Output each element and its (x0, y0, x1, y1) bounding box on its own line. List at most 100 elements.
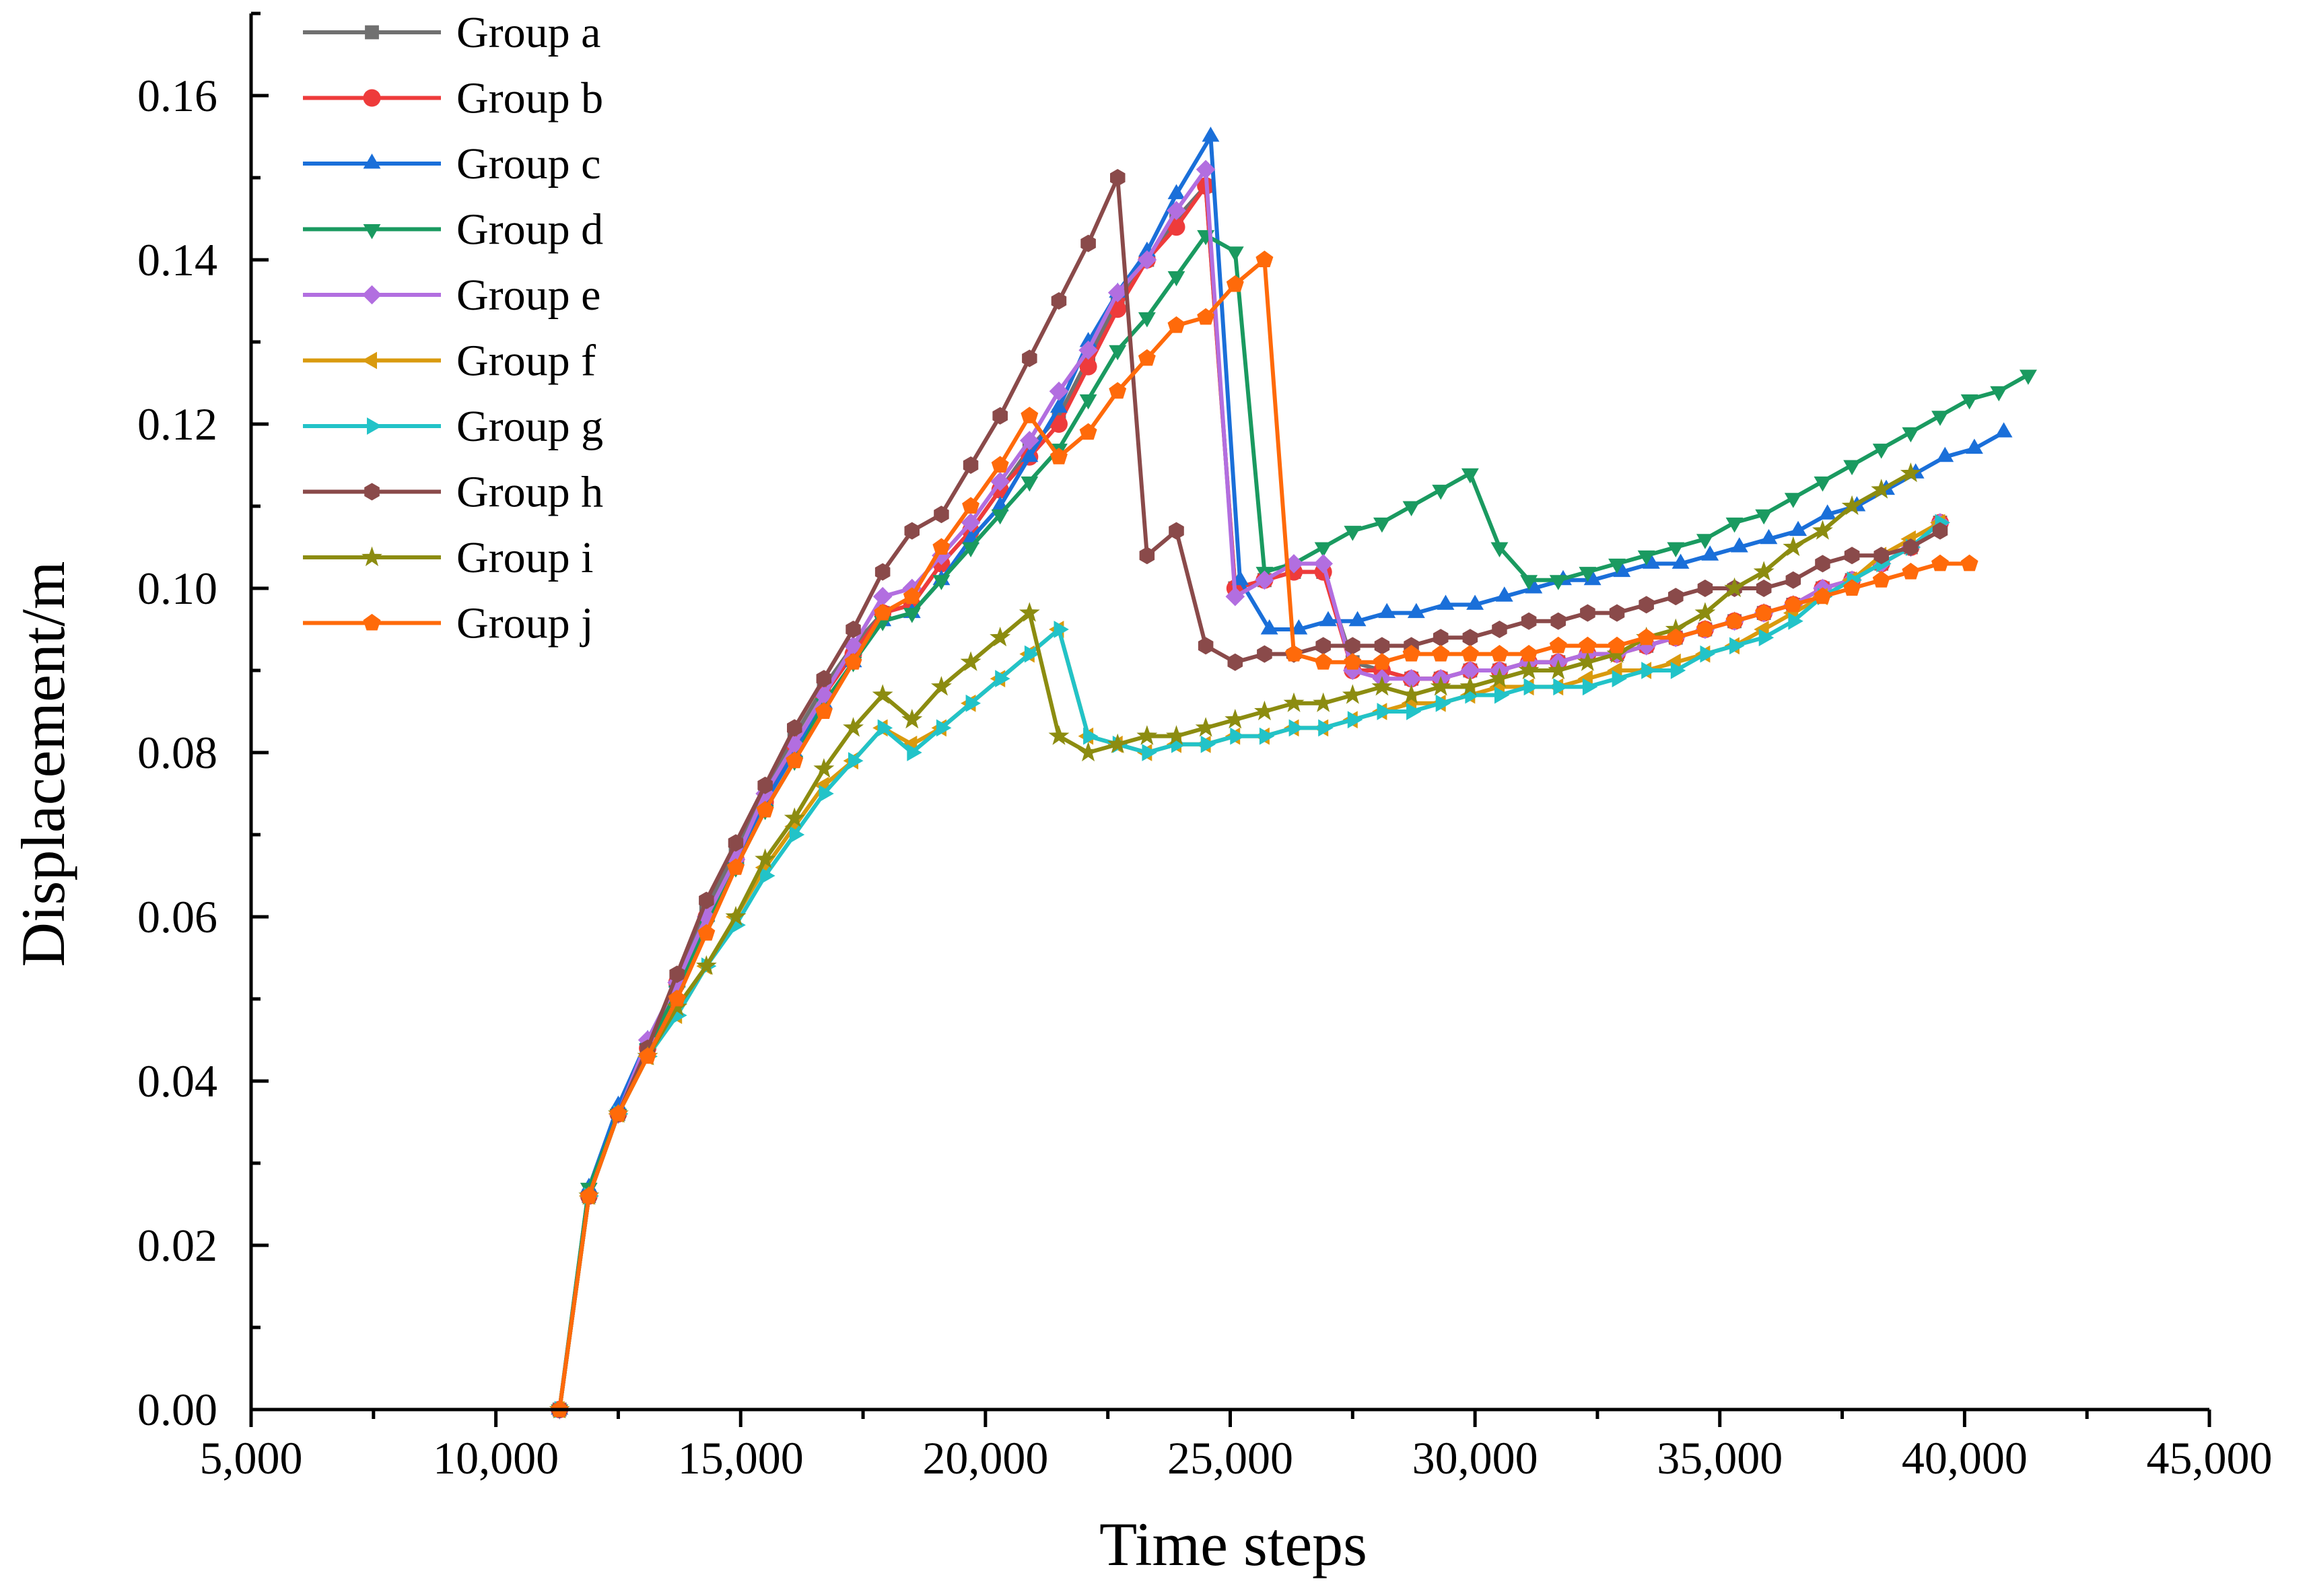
group-b-point (1167, 218, 1185, 236)
group-c-point (1021, 446, 1039, 462)
group-h-point (1932, 522, 1948, 540)
group-d-point (1520, 575, 1538, 590)
group-h-point (1051, 292, 1067, 310)
group-i-point (1518, 659, 1540, 680)
group-c-point (1730, 537, 1748, 553)
group-j-line (557, 258, 1970, 1410)
group-b-point (1079, 357, 1097, 376)
group-h-point (963, 456, 979, 474)
group-g-series (554, 514, 1950, 1418)
group-i-point (1342, 684, 1363, 704)
group-h-point (1315, 637, 1331, 655)
x-tick-label: 40,000 (1902, 1432, 2028, 1484)
group-g-point (1142, 744, 1157, 761)
group-j-point (786, 751, 804, 769)
legend-marker (363, 613, 381, 631)
group-h-point (846, 621, 861, 638)
group-c-point (1202, 127, 1220, 142)
group-i-point (931, 676, 952, 696)
group-d-line (557, 233, 2030, 1410)
group-j-point (1490, 645, 1509, 662)
group-g-point (1200, 735, 1216, 753)
group-g-point (1435, 694, 1451, 712)
group-c-point (1466, 594, 1484, 610)
y-tick-label: 0.02 (137, 1220, 217, 1271)
group-d-point (1373, 517, 1391, 533)
group-h-point (1022, 349, 1037, 368)
group-c-point (1437, 594, 1455, 610)
group-h-point (1873, 547, 1889, 565)
group-d-point (962, 542, 979, 557)
legend-entry-group-g: Group g (303, 402, 603, 451)
group-i-point (872, 684, 893, 704)
group-d-point (1314, 542, 1332, 557)
group-j-point (1755, 604, 1773, 621)
group-j-point (1608, 636, 1626, 654)
legend-marker (364, 483, 380, 501)
group-i-point (1401, 684, 1422, 704)
group-c-point (1672, 553, 1690, 569)
group-h-point (1169, 522, 1184, 540)
group-i-point (1812, 520, 1833, 540)
y-tick-label: 0.06 (137, 891, 217, 942)
legend-label: Group f (456, 337, 596, 386)
x-tick-label: 45,000 (2147, 1432, 2273, 1484)
group-i-point (843, 717, 864, 737)
group-g-point (848, 752, 864, 770)
group-h-point (816, 670, 832, 688)
group-i-point (1694, 602, 1716, 622)
group-d-point (1843, 460, 1861, 475)
group-g-point (907, 744, 922, 761)
legend-label: Group a (456, 8, 600, 57)
group-g-line (557, 521, 1941, 1410)
group-d-point (1344, 526, 1362, 541)
group-i-point (1577, 651, 1598, 671)
group-i-point (901, 709, 923, 729)
group-j-series (551, 250, 1978, 1417)
group-i-point (813, 758, 835, 778)
group-j-point (756, 800, 774, 818)
group-c-point (1936, 446, 1954, 462)
group-j-point (991, 456, 1009, 473)
group-h-point (1785, 571, 1801, 589)
group-g-point (760, 867, 776, 884)
group-g-point (1024, 645, 1040, 663)
group-j-point (1579, 636, 1597, 654)
group-i-point (1371, 676, 1393, 696)
group-c-point (1495, 586, 1513, 602)
group-h-point (874, 563, 891, 581)
group-e-point (961, 513, 981, 532)
group-e-point (1049, 381, 1069, 401)
group-h-point (1257, 645, 1272, 663)
group-e-point (1225, 586, 1245, 606)
group-i-point (960, 651, 981, 671)
legend-marker (361, 351, 377, 370)
group-j-point (1432, 645, 1450, 662)
group-i-point (1871, 479, 1892, 499)
group-e-point (1137, 250, 1157, 270)
group-h-point (992, 407, 1008, 425)
group-j-point (1520, 645, 1538, 662)
group-g-point (995, 670, 1010, 688)
group-i-point (1078, 741, 1099, 762)
legend: Group a Group b Group c Group d Group e Group… (303, 8, 603, 648)
group-h-point (1639, 596, 1654, 614)
group-g-point (1494, 686, 1510, 704)
group-c-point (1378, 602, 1396, 619)
group-g-point (1758, 629, 1774, 647)
y-tick-label: 0.14 (137, 234, 217, 285)
group-i-point (1283, 692, 1305, 712)
group-i-point (1254, 700, 1275, 721)
group-g-point (1083, 727, 1099, 745)
group-j-point (1931, 554, 1949, 571)
group-i-point (695, 955, 717, 975)
group-i-point (1313, 692, 1334, 712)
group-d-point (1902, 427, 1920, 443)
group-j-point (932, 538, 951, 555)
group-e-point (1313, 554, 1333, 574)
group-d-point (991, 509, 1009, 525)
group-c-point (1701, 545, 1719, 561)
series-layer (549, 127, 2037, 1420)
group-h-point (1080, 234, 1096, 252)
group-d-point (1109, 345, 1127, 361)
